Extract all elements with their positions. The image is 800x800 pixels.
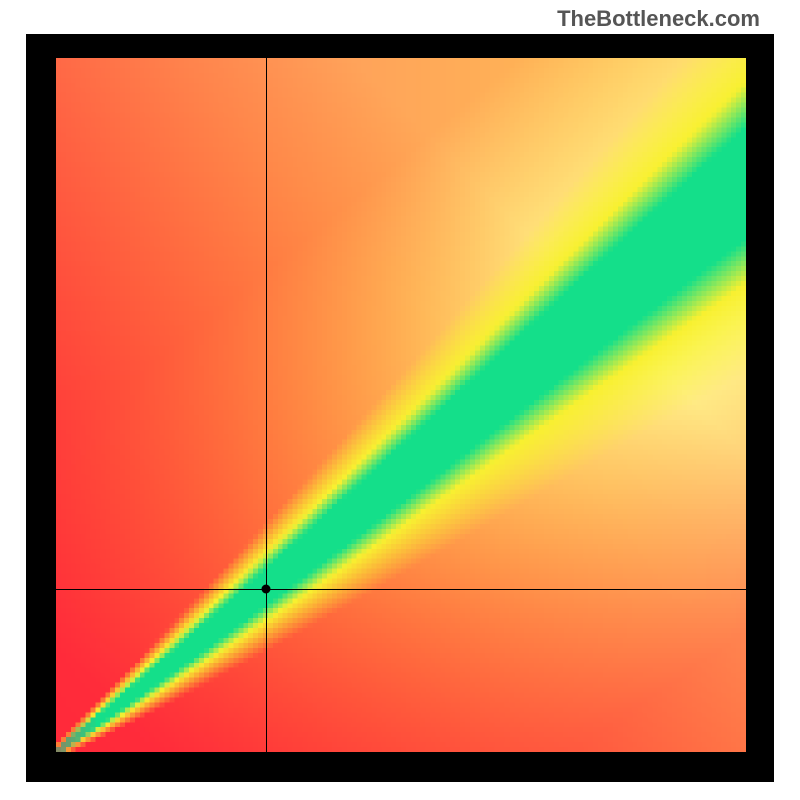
crosshair-vertical [266, 58, 267, 752]
watermark-text: TheBottleneck.com [557, 6, 760, 32]
heatmap-area [56, 58, 746, 752]
crosshair-horizontal [56, 589, 746, 590]
crosshair-marker [262, 584, 271, 593]
heatmap-canvas [56, 58, 746, 752]
plot-border [26, 34, 774, 782]
